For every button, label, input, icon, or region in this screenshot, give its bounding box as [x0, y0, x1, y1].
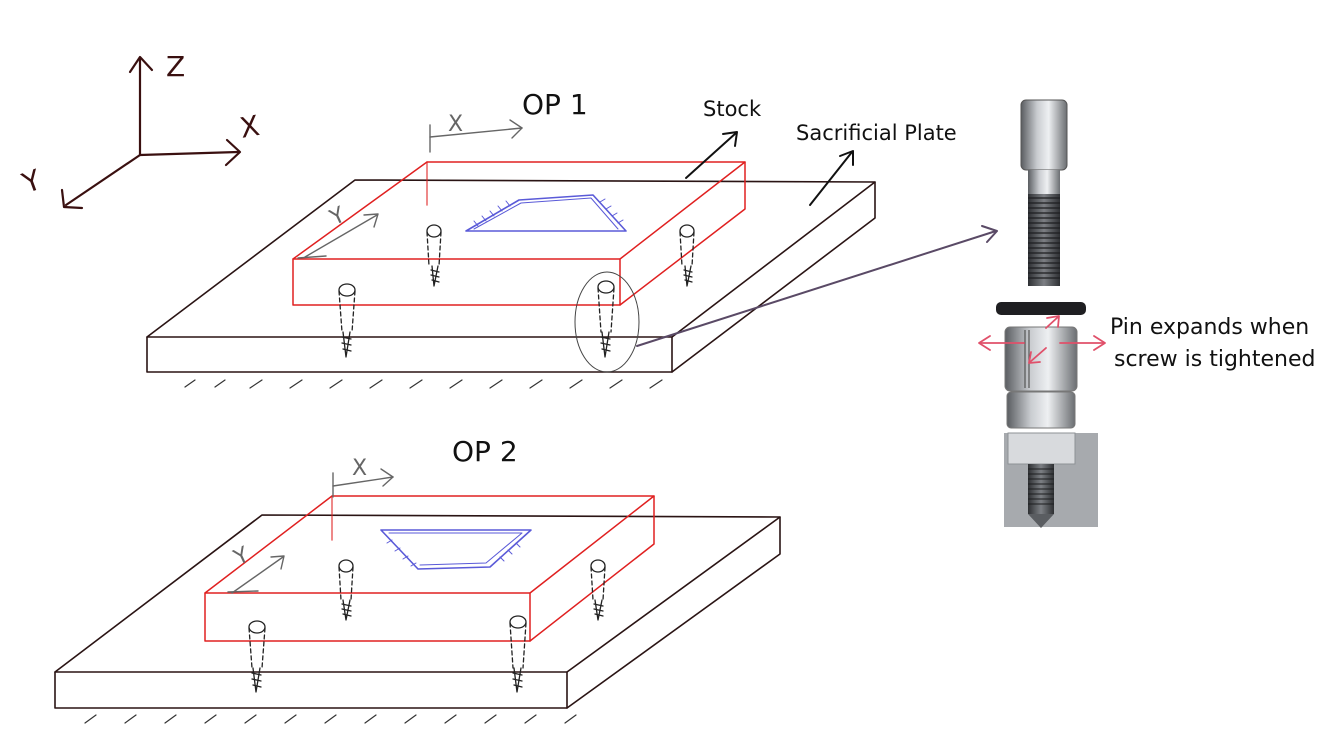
detail-highlight-ellipse	[574, 271, 640, 373]
op2-plate-side	[566, 516, 781, 709]
op1-ground-hatch	[184, 379, 663, 389]
x-axis-line	[138, 150, 240, 157]
op1-stock-front	[292, 258, 621, 306]
detail-pointer-arrow	[636, 225, 998, 347]
op2-pin-back-left	[338, 559, 354, 621]
op2-stock	[204, 495, 655, 642]
plate-bore	[1007, 432, 1076, 465]
op2-pins	[248, 559, 606, 693]
op1-plate-front	[146, 336, 673, 373]
stock-label: Stock	[703, 97, 762, 121]
x-axis-label: X	[237, 109, 262, 145]
op1-stock-side	[619, 161, 746, 306]
op1-pocket	[465, 194, 627, 232]
op2-sacrificial-plate	[54, 514, 781, 709]
op2-pin-front-left	[248, 620, 266, 693]
expansion-arrows	[978, 315, 1106, 364]
op1-title: OP 1	[522, 88, 588, 121]
op2-y-direction-arrow	[227, 555, 285, 594]
op2-ground-hatch	[84, 714, 577, 724]
op2-y-label: Y	[229, 542, 253, 571]
y-axis-arrowhead	[60, 188, 84, 210]
sacrificial-plate-label: Sacrificial Plate	[796, 121, 957, 145]
stock-callout	[685, 131, 738, 179]
op1-y-label: Y	[325, 202, 349, 231]
pin-base-collar	[1006, 391, 1076, 429]
op2-stock-front	[204, 592, 531, 642]
y-axis-line	[64, 153, 142, 207]
pin-note-line1: Pin expands when	[1110, 315, 1309, 340]
op1-pin-front-right	[597, 280, 615, 358]
expand-arrow-up	[1045, 316, 1059, 329]
x-axis-arrowhead	[224, 138, 242, 167]
expand-arrow-down	[1029, 347, 1047, 363]
op2-title: OP 2	[452, 435, 518, 468]
op1-pins	[338, 224, 695, 358]
op2-pin-back-right	[590, 559, 606, 621]
op2-plate-front	[54, 671, 568, 709]
cap-screw-shank	[1028, 170, 1060, 194]
op1-plate-side	[671, 181, 876, 373]
z-axis-arrowhead	[128, 55, 154, 74]
op1-y-direction-arrow	[297, 213, 379, 259]
plate-hole-tip	[1028, 514, 1054, 528]
op2-stock-top	[204, 495, 655, 594]
op1-pin-back-right	[679, 224, 695, 287]
op1-x-label: X	[448, 112, 463, 137]
op2-pocket	[380, 529, 532, 570]
op1-pin-front-left	[338, 283, 356, 358]
op1-pin-back-left	[426, 224, 442, 287]
op2-x-direction-arrow	[332, 468, 394, 498]
y-axis-label: Y	[17, 163, 46, 201]
z-axis-label: Z	[166, 50, 185, 83]
op2-pin-front-right	[509, 615, 527, 693]
cap-screw-threads	[1028, 194, 1060, 286]
expanding-sleeve	[1004, 326, 1078, 392]
op2-x-label: X	[352, 456, 367, 481]
op1-stock	[292, 161, 746, 306]
op1-x-direction-arrow	[429, 119, 523, 153]
pin-note-line2: screw is tightened	[1114, 347, 1315, 372]
op1-stock-top	[292, 161, 746, 260]
pin-detail-exploded-view	[996, 99, 1098, 528]
op1-sacrificial-plate	[146, 179, 876, 373]
axis-triad	[60, 55, 242, 210]
washer	[996, 302, 1086, 315]
cap-screw-head	[1020, 99, 1068, 171]
sacrificial-plate-callout	[809, 150, 854, 206]
op2-stock-side	[529, 495, 655, 642]
